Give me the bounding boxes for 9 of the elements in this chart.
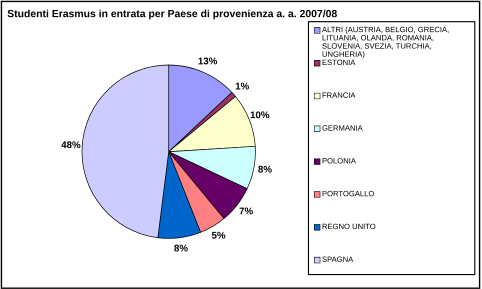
data-label: 7% — [240, 208, 253, 214]
data-label: 5% — [212, 232, 226, 239]
data-label: 10% — [250, 111, 270, 118]
data-label: 8% — [258, 166, 272, 173]
data-label: 48% — [61, 141, 80, 148]
chart-title: Studenti Erasmus in entrata per Paese di provenienza a. a. 2007/08 — [8, 10, 337, 20]
data-label: 1% — [236, 82, 249, 90]
data-label: 13% — [198, 58, 218, 64]
data-label: 8% — [174, 244, 188, 252]
